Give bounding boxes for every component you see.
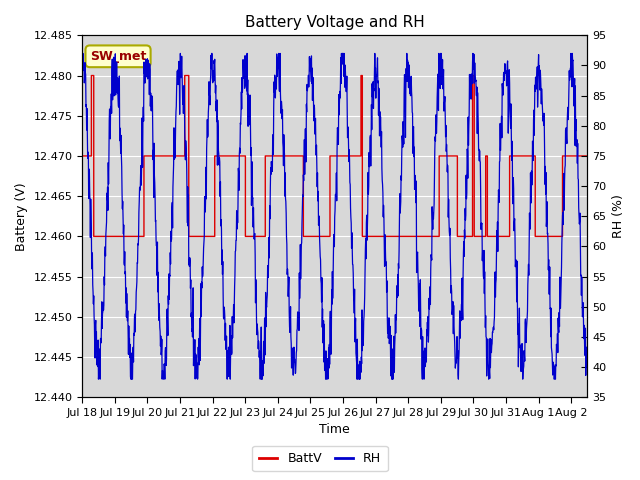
Y-axis label: Battery (V): Battery (V) <box>15 182 28 251</box>
Legend: BattV, RH: BattV, RH <box>252 446 388 471</box>
Title: Battery Voltage and RH: Battery Voltage and RH <box>245 15 425 30</box>
Text: SW_met: SW_met <box>90 50 146 63</box>
Y-axis label: RH (%): RH (%) <box>612 194 625 238</box>
X-axis label: Time: Time <box>319 423 350 436</box>
